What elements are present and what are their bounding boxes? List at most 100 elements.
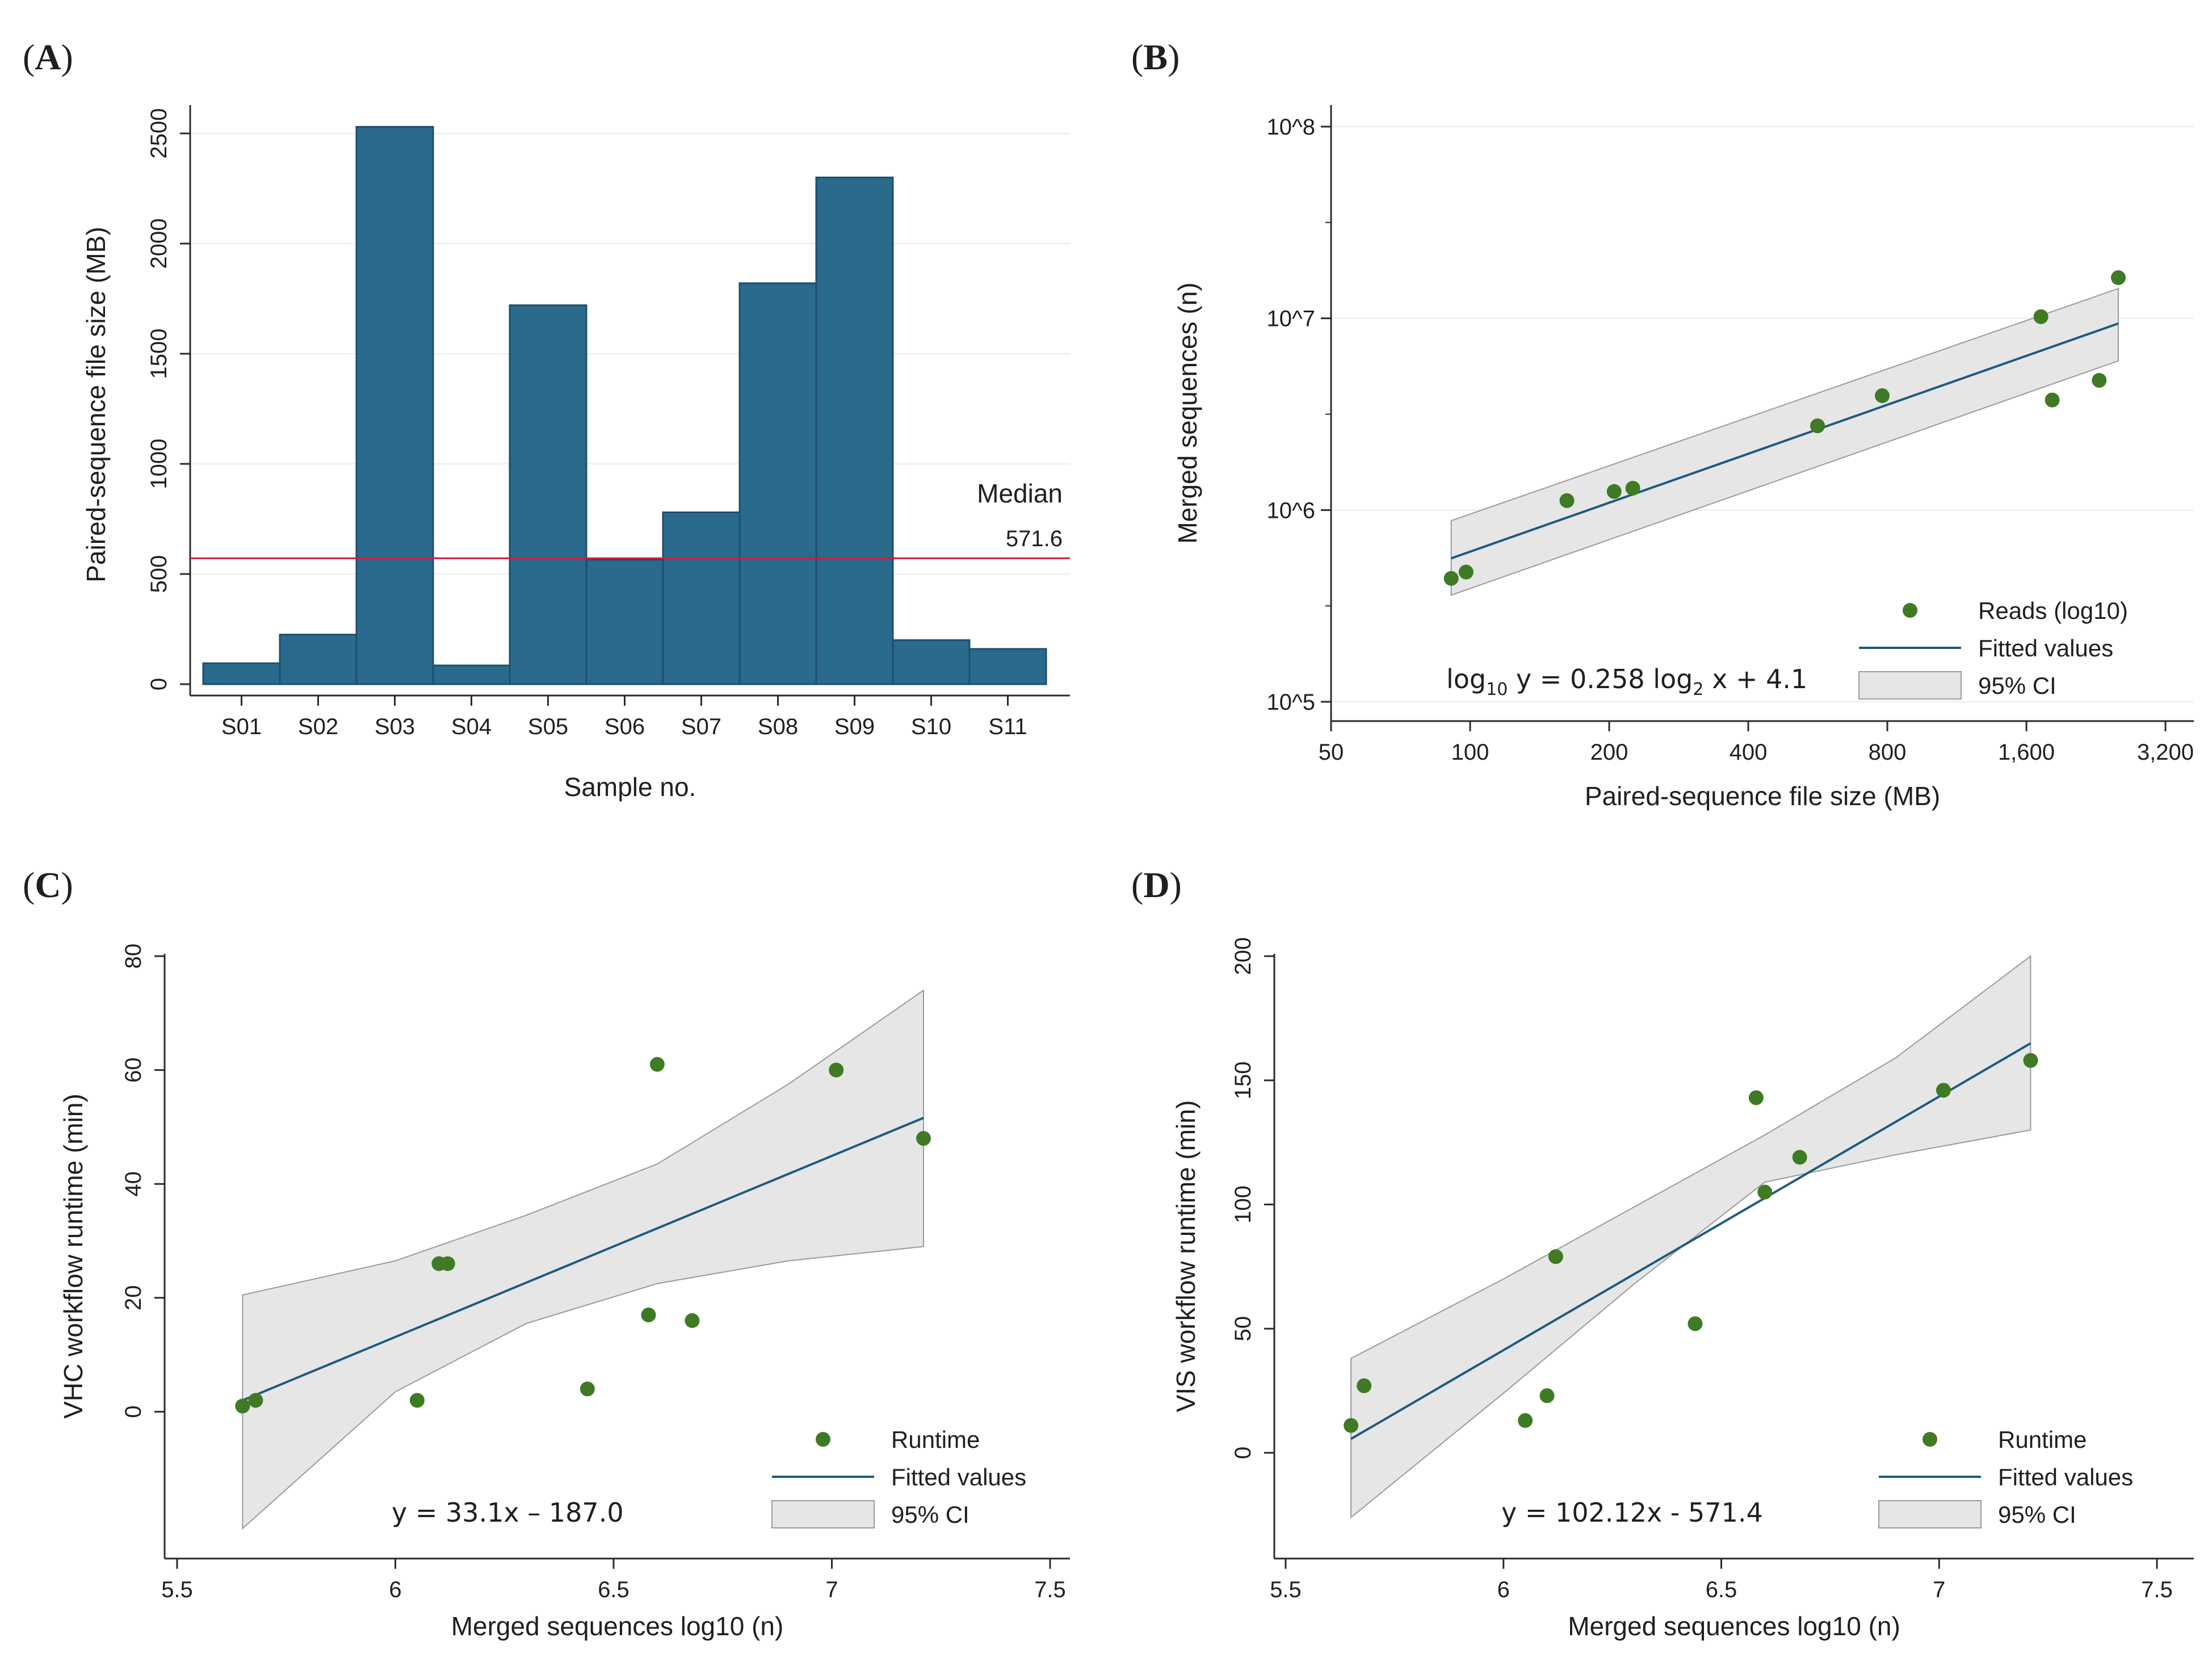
data-point: [1875, 388, 1890, 403]
y-axis-title: VIS workflow runtime (min): [1171, 1100, 1201, 1413]
median-label: Median: [977, 479, 1063, 508]
data-point: [1625, 480, 1640, 496]
x-tick-label: S01: [221, 714, 262, 739]
data-point: [1688, 1316, 1703, 1331]
panel-label-a-letter: A: [35, 37, 61, 77]
data-point: [580, 1381, 595, 1397]
y-tick-label: 40: [121, 1171, 146, 1197]
y-tick-label: 50: [1231, 1316, 1256, 1342]
chart-panel-d: 0 50 100 150 200 5.5 6 6.5 7 7.5 Merged sequences …: [1171, 937, 2194, 1641]
panel-label-b: (B): [1131, 37, 1180, 77]
panel-label-a: (A): [23, 37, 73, 77]
data-point: [1357, 1378, 1372, 1393]
y-tick-label: 1500: [146, 329, 171, 379]
y-axis-title: VHC workflow runtime (min): [58, 1094, 88, 1419]
bar: [892, 639, 971, 685]
x-axis-title: Merged sequences log10 (n): [451, 1611, 784, 1641]
bar: [279, 634, 358, 685]
y-tick-label: 10^8: [1266, 115, 1315, 140]
panel-label-b-letter: B: [1143, 37, 1168, 77]
legend-label-fit: Fitted values: [1978, 635, 2113, 661]
chart-panel-a: 0 500 1000 1500 2000 2500 S01 S02 S03 S04 S05 S06 S0…: [81, 105, 1070, 802]
y-tick-label: 0: [1231, 1447, 1256, 1459]
legend-band-swatch: [1858, 671, 1962, 700]
legend-label-fit: Fitted values: [1998, 1464, 2133, 1490]
data-point: [649, 1057, 665, 1072]
x-tick-label: S10: [911, 714, 951, 739]
y-tick-label: 2000: [146, 219, 171, 269]
bar: [355, 125, 434, 685]
x-tick-label: 800: [1869, 740, 1907, 765]
x-tick-label: S04: [451, 714, 492, 739]
bar: [585, 559, 664, 685]
x-tick-label: S11: [988, 714, 1027, 739]
equation-subscript: 2: [1693, 680, 1703, 700]
data-point: [1606, 484, 1622, 499]
x-tick-label: 6.5: [1706, 1577, 1737, 1602]
data-point: [440, 1256, 455, 1271]
x-tick-label: 200: [1590, 740, 1628, 765]
x-tick-label: S09: [834, 714, 875, 739]
data-point: [409, 1393, 425, 1408]
x-tick-label: S07: [681, 714, 721, 739]
bar: [968, 648, 1047, 685]
legend-band-swatch: [771, 1500, 875, 1528]
y-tick-label: 100: [1231, 1186, 1256, 1224]
legend-label-points: Runtime: [1998, 1426, 2087, 1453]
data-point: [916, 1130, 931, 1146]
data-point: [829, 1062, 844, 1078]
data-point: [641, 1307, 656, 1322]
data-point: [2033, 309, 2049, 324]
data-point: [1748, 1090, 1764, 1105]
equation-part: y = 0.258 log: [1508, 664, 1693, 694]
panel-label-c: (C): [23, 865, 73, 905]
x-tick-label: 100: [1451, 740, 1489, 765]
chart-panel-b: 10^5 10^6 10^7 10^8 50 100 200 400 800 1,600 3,200…: [1173, 105, 2194, 811]
data-point: [2045, 392, 2060, 408]
x-axis-title: Sample no.: [564, 772, 696, 802]
panel-label-d-letter: D: [1143, 865, 1169, 905]
x-tick-label: 1,600: [1998, 740, 2055, 765]
legend-label-points: Runtime: [891, 1426, 980, 1453]
median-value: 571.6: [1006, 526, 1063, 551]
legend-point-swatch: [1903, 603, 1917, 618]
bar: [815, 177, 894, 685]
y-tick-label: 150: [1231, 1061, 1256, 1099]
data-point: [1548, 1249, 1563, 1264]
y-tick-label: 10^7: [1266, 307, 1315, 332]
regression-equation: y = 33.1x – 187.0: [392, 1497, 624, 1528]
x-axis-title: Merged sequences log10 (n): [1568, 1611, 1900, 1641]
equation-subscript: 10: [1486, 680, 1508, 700]
data-point: [1539, 1388, 1555, 1404]
x-tick-label: 6.5: [598, 1577, 629, 1602]
legend-label-points: Reads (log10): [1978, 597, 2128, 624]
equation-part: x + 4.1: [1703, 664, 1807, 694]
data-point: [2023, 1053, 2038, 1068]
legend-label-ci: 95% CI: [1998, 1501, 2076, 1528]
data-point: [1443, 571, 1459, 586]
x-tick-label: 7.5: [1034, 1577, 1066, 1602]
regression-equation: y = 102.12x - 571.4: [1501, 1497, 1763, 1528]
y-tick-label: 1000: [146, 439, 171, 489]
data-point: [1792, 1150, 1807, 1165]
legend-point-swatch: [1923, 1432, 1937, 1447]
data-point: [1936, 1083, 1951, 1098]
bar: [432, 664, 511, 685]
data-point: [1344, 1418, 1359, 1433]
data-point: [2092, 372, 2107, 388]
regression-equation: log10 y = 0.258 log2 x + 4.1: [1446, 664, 1807, 700]
x-tick-label: S08: [758, 714, 798, 739]
data-point: [248, 1393, 263, 1408]
fitted-line: [242, 1117, 924, 1402]
y-tick-label: 10^5: [1266, 690, 1315, 715]
y-tick-label: 60: [121, 1057, 146, 1083]
y-tick-label: 2500: [146, 108, 171, 159]
legend-label-ci: 95% CI: [891, 1501, 969, 1528]
legend-point-swatch: [816, 1432, 830, 1447]
fitted-line: [1350, 1042, 2031, 1440]
x-tick-label: S06: [605, 714, 645, 739]
equation-part: log: [1446, 664, 1486, 694]
bar: [738, 282, 817, 685]
y-tick-label: 200: [1231, 937, 1256, 975]
y-axis-title: Merged sequences (n): [1173, 282, 1202, 543]
